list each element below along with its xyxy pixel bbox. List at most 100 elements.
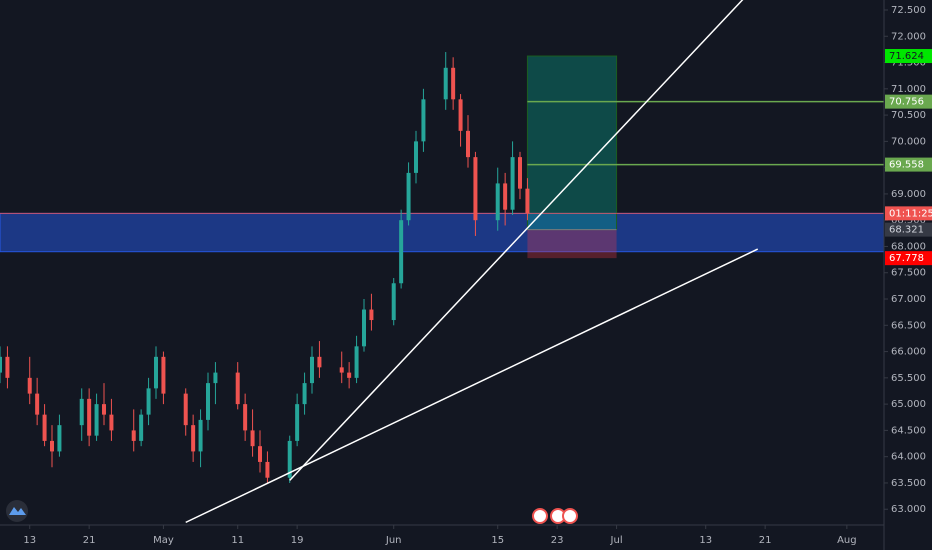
support-zone — [0, 212, 884, 253]
x-tick-label: Jul — [610, 535, 623, 546]
position-stop — [527, 229, 617, 259]
y-tick-label: 69.000 — [891, 189, 926, 200]
x-tick-label: 19 — [291, 535, 304, 546]
candle-body — [369, 309, 374, 321]
price-label: 67.778 — [889, 253, 924, 264]
x-tick-label: 13 — [699, 535, 712, 546]
candle-body — [354, 346, 359, 378]
y-tick-label: 65.000 — [891, 399, 926, 410]
candle-body — [79, 398, 84, 426]
candle-body — [42, 414, 47, 441]
x-tick-label: 21 — [759, 535, 772, 546]
y-tick-label: 63.500 — [891, 478, 926, 489]
candle-body — [57, 425, 62, 452]
price-label: 69.558 — [889, 160, 924, 171]
logo — [6, 500, 28, 522]
candle-body — [399, 220, 404, 284]
candle-body — [87, 398, 92, 436]
candle-body — [243, 404, 248, 431]
price-label: 70.756 — [889, 97, 924, 108]
candle-body — [35, 393, 40, 415]
y-tick-label: 65.500 — [891, 373, 926, 384]
candle-body — [510, 157, 515, 210]
candle-body — [109, 414, 114, 431]
candle-body — [503, 183, 508, 210]
position-target — [526, 55, 618, 231]
candle-body — [206, 383, 210, 420]
candle-body — [347, 372, 352, 378]
price-label-bg — [885, 206, 932, 221]
y-tick-label: 71.500 — [891, 58, 926, 69]
candle-body — [473, 157, 478, 221]
candle-body — [102, 404, 106, 415]
x-tick-label: 13 — [23, 535, 36, 546]
candle-body — [131, 430, 136, 441]
axes: 63.000 63.500 64.000 64.500 65.000 65.500 66.0… — [23, 5, 932, 546]
candle-body — [258, 446, 262, 462]
y-tick-label: 67.500 — [891, 268, 926, 279]
candle-body — [310, 356, 314, 384]
x-tick-label: May — [153, 535, 174, 546]
y-tick-label: 70.000 — [891, 136, 926, 147]
x-tick-label: 21 — [83, 535, 96, 546]
price-label: 68.321 — [889, 225, 924, 236]
candle-body — [183, 393, 188, 426]
candle-body — [339, 367, 344, 373]
candle-body — [443, 67, 448, 100]
candle-body — [5, 356, 10, 378]
candle-body — [362, 309, 366, 347]
candle-body — [0, 356, 2, 373]
y-tick-label: 64.000 — [891, 452, 926, 463]
price-label-bg — [885, 94, 932, 109]
candle-body — [265, 461, 270, 478]
candle-body — [27, 377, 32, 394]
candle-body — [451, 67, 456, 100]
trend-line — [185, 248, 759, 524]
x-tick-label: Jun — [385, 535, 402, 546]
price-label-bg — [885, 222, 932, 237]
y-tick-label: 63.000 — [891, 504, 926, 515]
candle-body — [414, 141, 418, 173]
candle-body — [421, 99, 426, 142]
y-tick-label: 72.500 — [891, 5, 926, 16]
x-tick-label: Aug — [837, 535, 857, 546]
candle-body — [525, 188, 530, 214]
candle-body — [250, 430, 255, 447]
candle-body — [295, 404, 300, 441]
plot-area — [0, 0, 884, 524]
candle-body — [50, 440, 54, 452]
price-label: 01:11:25 — [889, 208, 932, 219]
event-icons[interactable] — [532, 508, 578, 524]
price-label-bg — [885, 251, 932, 266]
candle-body — [213, 372, 218, 384]
candle-body — [406, 172, 411, 221]
candle-body — [518, 157, 522, 189]
candle-body — [495, 183, 500, 221]
candle-body — [154, 356, 158, 389]
y-tick-label: 66.000 — [891, 347, 926, 358]
trend-line — [289, 0, 744, 481]
y-tick-label: 72.000 — [891, 31, 926, 42]
candle-body — [139, 414, 144, 441]
x-tick-label: 23 — [551, 535, 564, 546]
candle-body — [198, 419, 203, 452]
candle-body — [161, 356, 166, 394]
x-tick-label: 11 — [231, 535, 244, 546]
candle-body — [94, 404, 99, 436]
x-tick-label: 15 — [491, 535, 504, 546]
candle-body — [146, 388, 151, 415]
price-label-bg — [885, 157, 932, 172]
candle-body — [235, 372, 240, 405]
price-label-bg — [885, 49, 932, 64]
candle-body — [391, 283, 396, 321]
candle-body — [317, 356, 322, 368]
y-tick-label: 66.500 — [891, 320, 926, 331]
price-label: 71.624 — [889, 51, 924, 62]
candle-body — [466, 130, 470, 158]
y-tick-label: 68.000 — [891, 241, 926, 252]
candle-body — [287, 440, 292, 478]
y-tick-label: 71.000 — [891, 84, 926, 95]
y-tick-label: 67.000 — [891, 294, 926, 305]
